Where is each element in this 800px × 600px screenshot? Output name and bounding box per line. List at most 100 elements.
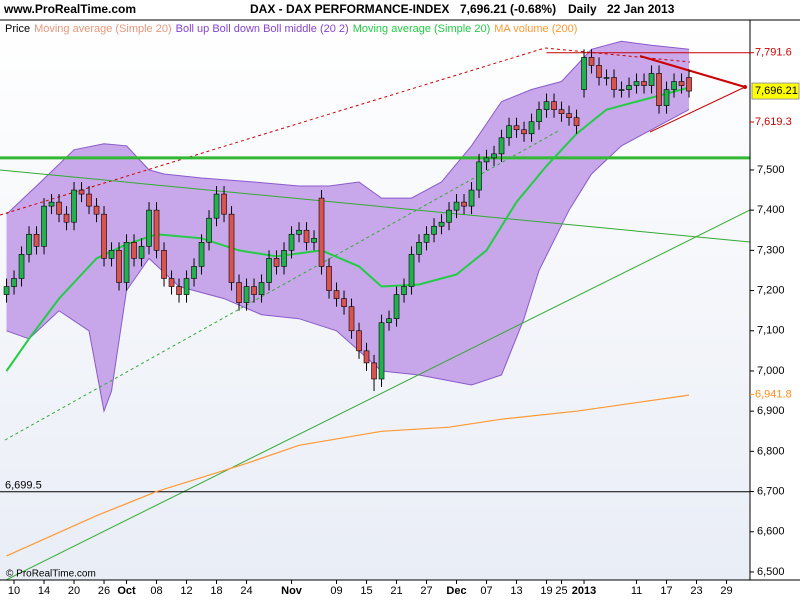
candle-body	[318, 197, 325, 267]
trendline	[0, 47, 546, 216]
trendline	[0, 169, 750, 243]
candle-body	[543, 101, 550, 110]
candle-body	[281, 250, 287, 267]
y-tick-label: 7,400	[757, 204, 785, 216]
candle-body	[33, 233, 40, 247]
x-tick-label: 10	[8, 585, 20, 597]
candle-body	[386, 318, 392, 324]
candle-body	[356, 330, 362, 352]
candle-body	[191, 266, 197, 279]
candle-body	[56, 201, 62, 215]
trendline	[4, 209, 750, 580]
candle-body	[603, 77, 610, 79]
x-tick-label: 07	[480, 585, 492, 597]
trendlines	[0, 47, 750, 580]
candle-body	[626, 85, 632, 90]
y-tick-label: 7,500	[757, 164, 785, 176]
candle-body	[521, 129, 527, 135]
x-tick-label: 19	[540, 585, 552, 597]
candle-body	[48, 201, 55, 207]
legend-entry: Moving average (Simple 20)	[34, 23, 172, 35]
trendline	[4, 129, 561, 441]
candle-body	[453, 201, 460, 211]
candle-body	[468, 189, 475, 207]
candle-body	[378, 322, 385, 380]
candle-body	[686, 77, 692, 92]
candle-body	[348, 306, 355, 332]
candle-body	[131, 242, 137, 259]
y-tick-label: 6,700	[757, 485, 785, 497]
candle-body	[258, 282, 265, 295]
x-tick-label: 17	[660, 585, 672, 597]
candle-body	[491, 153, 497, 159]
candle-body	[161, 250, 167, 279]
x-tick-label: 24	[240, 585, 252, 597]
level-label: 6,699.5	[5, 480, 42, 492]
candle-body	[573, 117, 580, 127]
candle-body	[93, 205, 100, 215]
candle-body	[11, 278, 17, 287]
candle-body	[26, 233, 32, 255]
trendline	[544, 47, 691, 63]
trendline-point	[743, 85, 747, 89]
x-tick-label: 27	[420, 585, 432, 597]
candle-body	[41, 205, 47, 247]
candle-body	[266, 258, 272, 283]
x-tick-label: 14	[38, 585, 50, 597]
candle-body	[243, 286, 250, 303]
candle-body	[536, 109, 542, 123]
x-tick-label: 15	[360, 585, 372, 597]
chart-title: DAX - DAX PERFORMANCE-INDEX	[250, 2, 449, 16]
legend-entry: MA volume (200)	[494, 23, 577, 35]
candle-body	[618, 89, 625, 91]
y-tick-label: 7,000	[757, 365, 785, 377]
x-tick-label: 12	[180, 585, 192, 597]
period: Daily	[568, 2, 597, 16]
level-highlight	[751, 82, 800, 100]
x-tick-label: 11	[631, 585, 642, 597]
candle-body	[656, 73, 662, 106]
candle-body	[116, 250, 122, 283]
y-tick-label: 6,900	[757, 405, 785, 417]
x-tick-label: 25	[555, 585, 567, 597]
x-tick-label: 08	[150, 585, 162, 597]
candle-body	[341, 298, 347, 307]
candle-body	[393, 294, 400, 319]
bollinger-fill	[6, 41, 690, 412]
candle-body	[663, 89, 670, 106]
candle-body	[438, 221, 445, 227]
trendline	[639, 55, 746, 88]
legend-entry: Moving average (Simple 20)	[353, 23, 491, 35]
candle-body	[101, 213, 107, 259]
candle-body	[483, 157, 490, 163]
y-tick-label: 7,300	[757, 244, 785, 256]
candle-body	[476, 161, 482, 191]
candle-body	[86, 193, 92, 207]
candle-body	[78, 189, 85, 195]
candle-body	[648, 73, 655, 86]
candle-body	[108, 250, 115, 259]
bollinger-lower	[6, 109, 690, 414]
x-tick-label: Oct	[117, 585, 136, 597]
x-tick-label: 18	[210, 585, 222, 597]
axes: 6,500 6,600 6,700 6,800 6,900 7,000 7,100 7,200…	[0, 19, 800, 597]
x-tick-label: 29	[720, 585, 732, 597]
candle-body	[288, 233, 295, 251]
candle-body	[18, 254, 25, 279]
candle-body	[303, 229, 310, 243]
legend-entry: Boll up Boll down Boll middle (20 2)	[176, 23, 349, 35]
y-tick-label: 6,600	[757, 526, 785, 538]
candle-body	[153, 209, 160, 251]
candle-body	[678, 81, 685, 86]
x-tick-label: 23	[690, 585, 702, 597]
y-tick-label: 6,800	[757, 445, 785, 457]
y-tick-label: 6,500	[757, 566, 785, 578]
candle-body	[633, 81, 640, 86]
candle-body	[333, 290, 340, 299]
candle-body	[221, 193, 227, 215]
y-tick-label: 7,200	[757, 284, 785, 296]
candle-body	[641, 81, 647, 86]
candle-body	[236, 282, 242, 303]
copyright: © ProRealTime.com	[6, 569, 96, 580]
